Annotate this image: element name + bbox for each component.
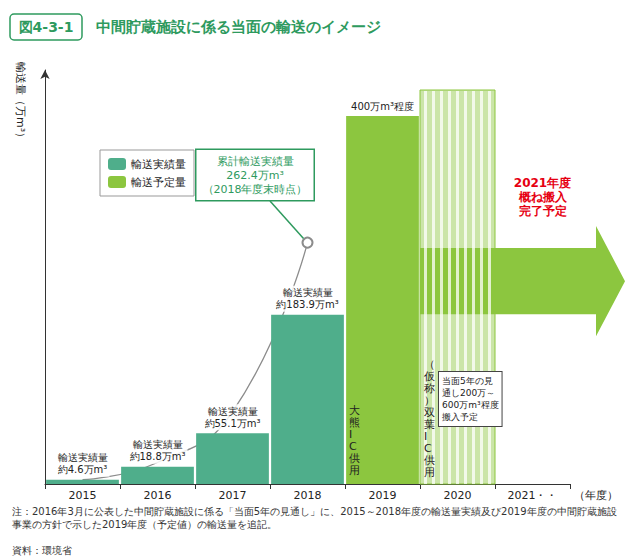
svg-text:輸送実績量: 輸送実績量 — [133, 439, 183, 450]
svg-text:称: 称 — [424, 381, 435, 395]
svg-text:完了予定: 完了予定 — [519, 204, 567, 218]
svg-text:約18.8万m³: 約18.8万m³ — [129, 451, 185, 462]
svg-text:双: 双 — [424, 405, 435, 419]
svg-text:2020: 2020 — [444, 489, 472, 502]
svg-text:（年度）: （年度） — [574, 489, 618, 502]
svg-text:通し200万～: 通し200万～ — [442, 388, 495, 398]
svg-text:400万m³程度: 400万m³程度 — [351, 101, 414, 112]
svg-text:輸送予定量: 輸送予定量 — [131, 176, 186, 189]
svg-text:約183.9万m³: 約183.9万m³ — [276, 299, 338, 310]
svg-text:中間貯蔵施設に係る当面の輸送のイメージ: 中間貯蔵施設に係る当面の輸送のイメージ — [96, 18, 381, 36]
svg-text:262.4万m³: 262.4万m³ — [226, 169, 284, 182]
svg-text:輸送実績量: 輸送実績量 — [131, 158, 186, 171]
svg-text:輸送実績量: 輸送実績量 — [208, 406, 258, 417]
svg-text:2019: 2019 — [369, 489, 397, 502]
svg-text:搬入予定: 搬入予定 — [442, 412, 478, 422]
svg-text:供: 供 — [424, 453, 435, 467]
svg-text:2021・・: 2021・・ — [508, 489, 558, 502]
svg-text:I: I — [424, 429, 428, 443]
svg-text:（2018年度末時点）: （2018年度末時点） — [203, 183, 308, 196]
svg-text:概ね搬入: 概ね搬入 — [518, 190, 568, 204]
svg-text:2018: 2018 — [294, 489, 322, 502]
svg-text:2021年度: 2021年度 — [514, 176, 571, 190]
svg-text:C: C — [349, 439, 357, 453]
svg-text:輸送実績量: 輸送実績量 — [283, 287, 333, 298]
svg-text:累計輸送実績量: 累計輸送実績量 — [217, 155, 294, 168]
svg-text:熊: 熊 — [349, 415, 360, 429]
svg-text:大: 大 — [349, 403, 360, 417]
svg-text:当面5年の見: 当面5年の見 — [442, 376, 493, 386]
svg-text:注：2016年3月に公表した中間貯蔵施設に係る「当面5年の見: 注：2016年3月に公表した中間貯蔵施設に係る「当面5年の見通し」に、2015～… — [12, 506, 617, 517]
svg-text:輸送実績量: 輸送実績量 — [58, 452, 108, 463]
svg-text:約4.6万m³: 約4.6万m³ — [58, 464, 108, 475]
svg-text:C: C — [424, 441, 432, 455]
svg-text:葉: 葉 — [424, 417, 435, 431]
svg-text:2015: 2015 — [69, 489, 97, 502]
svg-text:事業の方針で示した2019年度（予定値）の輸送量を追記。: 事業の方針で示した2019年度（予定値）の輸送量を追記。 — [12, 519, 277, 530]
svg-text:輸送量（万m³）: 輸送量（万m³） — [14, 62, 27, 143]
svg-text:用: 用 — [349, 464, 360, 477]
svg-text:供: 供 — [349, 451, 360, 465]
svg-text:資料：環境省: 資料：環境省 — [12, 545, 72, 556]
svg-text:約55.1万m³: 約55.1万m³ — [204, 418, 260, 429]
svg-text:仮: 仮 — [424, 369, 435, 383]
svg-text:600万m³程度: 600万m³程度 — [442, 400, 499, 410]
svg-text:2017: 2017 — [219, 489, 247, 502]
svg-text:用: 用 — [424, 466, 435, 479]
svg-text:図4-3-1: 図4-3-1 — [19, 19, 74, 35]
svg-text:I: I — [349, 427, 353, 441]
svg-text:2016: 2016 — [144, 489, 172, 502]
